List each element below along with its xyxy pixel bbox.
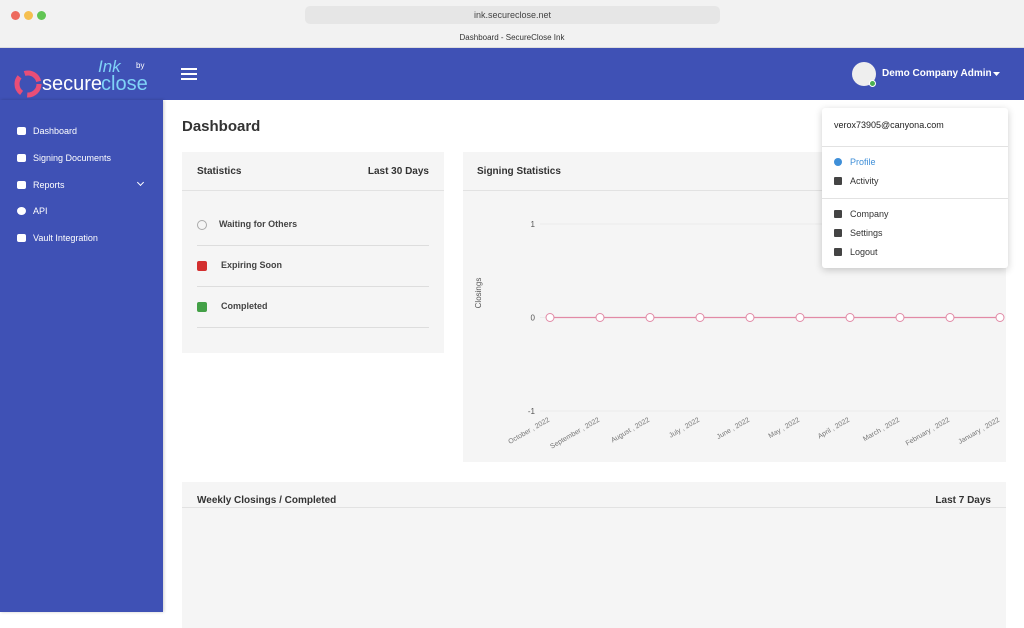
- x-tick-label: October , 2022: [507, 417, 551, 446]
- y-tick-label: -1: [528, 407, 536, 416]
- tab-title[interactable]: Dashboard - SecureClose Ink: [459, 33, 565, 42]
- card-period: Last 30 Days: [367, 166, 429, 177]
- x-tick-label: May , 2022: [768, 417, 802, 440]
- card-title: Statistics: [197, 166, 242, 177]
- divider: [822, 146, 1008, 147]
- divider: [197, 327, 429, 328]
- logo[interactable]: secure close Ink by: [14, 56, 154, 100]
- menu-icon: [834, 248, 842, 256]
- divider: [197, 245, 429, 246]
- status-label[interactable]: Expiring Soon: [221, 260, 283, 270]
- divider: [463, 190, 1006, 191]
- x-tick-label: July , 2022: [668, 417, 701, 440]
- card-title: Signing Statistics: [477, 166, 561, 177]
- weekly-card: Weekly Closings / Completed Last 7 Days: [182, 482, 1006, 628]
- data-point: [995, 313, 1005, 322]
- data-point: [545, 313, 555, 322]
- card-title: Weekly Closings / Completed: [197, 495, 337, 506]
- logo-brand: secure: [42, 73, 102, 95]
- menu-icon: [834, 158, 842, 166]
- logo-mark: [14, 70, 42, 98]
- data-point: [895, 313, 905, 322]
- nav-item[interactable]: API: [33, 206, 48, 216]
- nav-icon: [17, 154, 26, 162]
- sidebar: Dashboard Signing Documents Reports API Vaul…: [0, 100, 163, 612]
- online-indicator: [869, 80, 876, 87]
- logo-by: by: [136, 61, 144, 70]
- close-button[interactable]: [11, 11, 20, 20]
- page-title: Dashboard: [182, 118, 261, 135]
- app-header: secure close Ink by Demo Company Admin: [0, 48, 1024, 100]
- menu-item[interactable]: Company: [850, 209, 889, 219]
- data-point: [695, 313, 705, 322]
- nav-icon: [17, 207, 26, 215]
- address-bar[interactable]: ink.secureclose.net: [305, 6, 720, 24]
- browser-chrome: ink.secureclose.net Dashboard - SecureCl…: [0, 0, 1024, 48]
- x-tick-label: June , 2022: [716, 417, 751, 441]
- menu-item[interactable]: Profile: [850, 157, 876, 167]
- data-point: [595, 313, 605, 322]
- statistics-card: Statistics Last 30 Days Waiting for Othe…: [182, 152, 444, 353]
- nav-item[interactable]: Reports: [33, 180, 65, 190]
- menu-item[interactable]: Activity: [850, 176, 879, 186]
- y-tick-label: 0: [531, 314, 536, 323]
- x-tick-label: August , 2022: [610, 417, 651, 445]
- menu-icon: [834, 210, 842, 218]
- nav-icon: [17, 234, 26, 242]
- data-point: [745, 313, 755, 322]
- minimize-button[interactable]: [24, 11, 33, 20]
- y-tick-label: 1: [531, 220, 536, 229]
- nav-item[interactable]: Dashboard: [33, 126, 78, 136]
- nav-item[interactable]: Signing Documents: [33, 153, 112, 163]
- card-period: Last 7 Days: [935, 495, 991, 506]
- url: ink.secureclose.net: [473, 10, 552, 20]
- x-tick-label: March , 2022: [862, 417, 901, 444]
- menu-icon: [834, 229, 842, 237]
- menu-toggle[interactable]: [181, 68, 197, 80]
- nav-icon: [17, 127, 26, 135]
- status-icon: [197, 261, 207, 271]
- divider: [197, 286, 429, 287]
- logo-product: Ink: [98, 57, 122, 76]
- data-point: [645, 313, 655, 322]
- divider: [822, 198, 1008, 199]
- status-icon: [197, 220, 207, 230]
- y-axis-label: Closings: [474, 278, 483, 309]
- caret: [993, 72, 1000, 76]
- nav-icon: [17, 181, 26, 189]
- x-tick-label: January , 2022: [957, 417, 1001, 446]
- status-label[interactable]: Waiting for Others: [219, 219, 298, 229]
- status-label[interactable]: Completed: [221, 301, 268, 311]
- nav-item[interactable]: Vault Integration: [33, 233, 98, 243]
- logo-brand: close: [101, 73, 148, 95]
- data-point: [795, 313, 805, 322]
- x-tick-label: April , 2022: [817, 417, 851, 441]
- menu-icon: [834, 177, 842, 185]
- chevron: [136, 178, 145, 187]
- menu-item[interactable]: Logout: [850, 247, 878, 257]
- data-point: [945, 313, 955, 322]
- data-point: [845, 313, 855, 322]
- user-email: verox73905@canyona.com: [834, 120, 944, 130]
- divider: [182, 507, 1006, 508]
- x-tick-label: February , 2022: [905, 417, 951, 448]
- zoom-button[interactable]: [37, 11, 46, 20]
- status-icon: [197, 302, 207, 312]
- user-name[interactable]: Demo Company Admin: [882, 68, 992, 79]
- x-tick-label: September , 2022: [549, 417, 601, 451]
- user-menu: verox73905@canyona.com Profile Activity Co…: [822, 108, 1008, 268]
- divider: [182, 190, 444, 191]
- menu-item[interactable]: Settings: [850, 228, 883, 238]
